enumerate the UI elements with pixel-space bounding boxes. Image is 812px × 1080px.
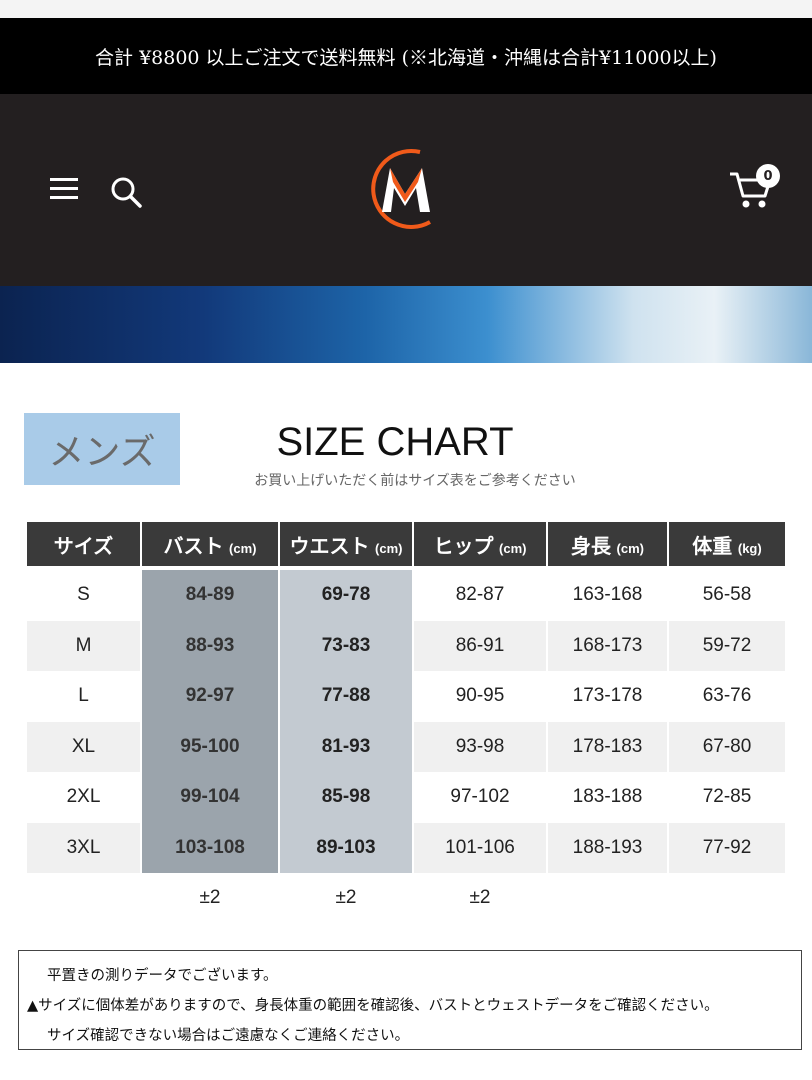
- mens-label: メンズ: [24, 413, 180, 485]
- table-cell: 69-78: [280, 570, 412, 621]
- table-cell: 168-173: [548, 620, 667, 671]
- table-cell: 72-85: [702, 786, 752, 808]
- table-row: L 92-97 77-88 90-95 173-178 63-76: [27, 671, 785, 722]
- logo[interactable]: [360, 144, 450, 234]
- table-cell: 173-178: [572, 685, 643, 707]
- column-header: バスト (cm): [142, 522, 278, 570]
- note-line: サイズ確認できない場合はご遠慮なくご連絡ください。: [47, 1028, 410, 1044]
- table-cell: 92-97: [142, 671, 278, 722]
- size-table: サイズ バスト (cm) ウエスト (cm) ヒップ (cm) 身長 (cm) 体重 (…: [25, 522, 787, 924]
- column-header-unit: (cm): [229, 540, 257, 556]
- table-cell: 88-93: [142, 620, 278, 671]
- column-header-unit: (cm): [616, 540, 644, 556]
- size-chart-subtitle: お買い上げいただく前はサイズ表をご参考ください: [254, 473, 576, 489]
- site-header: 0: [0, 94, 812, 286]
- column-header-name: 身長: [570, 535, 611, 558]
- table-cell: [669, 873, 785, 924]
- table-cell: 183-188: [572, 786, 643, 808]
- top-strip: [0, 0, 812, 18]
- table-row: ±2 ±2 ±2: [27, 873, 785, 924]
- table-cell: 84-89: [142, 570, 278, 621]
- table-cell: 2XL: [66, 786, 101, 808]
- table-cell: S: [77, 584, 90, 606]
- table-cell: 90-95: [455, 685, 505, 707]
- table-cell: 67-80: [669, 721, 785, 772]
- announcement-bar: 合計 ¥8800 以上ご注文で送料無料 (※北海道・沖縄は合計¥11000以上): [0, 18, 812, 94]
- table-cell: 85-98: [280, 772, 412, 823]
- column-header: 身長 (cm): [548, 522, 667, 570]
- table-row: XL 95-100 81-93 93-98 178-183 67-80: [27, 721, 785, 772]
- notes-box: 平置きの測りデータでございます。 ▲サイズに個体差がありますので、身長体重の範囲…: [18, 950, 802, 1050]
- size-chart-title: SIZE CHART: [276, 420, 514, 464]
- menu-button[interactable]: [50, 178, 78, 200]
- table-cell: 3XL: [27, 822, 140, 873]
- table-cell: 89-103: [280, 822, 412, 873]
- table-row: 3XL 103-108 89-103 101-106 188-193 77-92: [27, 822, 785, 873]
- table-cell: ±2: [469, 887, 491, 909]
- table-cell: 188-193: [548, 822, 667, 873]
- table-row: 2XL 99-104 85-98 97-102 183-188 72-85: [27, 772, 785, 823]
- cart-count-badge: 0: [756, 164, 780, 188]
- table-cell: 82-87: [455, 584, 505, 606]
- column-header-name: ヒップ: [433, 535, 494, 558]
- table-cell: ±2: [199, 887, 221, 909]
- wave-banner-image: [0, 286, 812, 363]
- table-cell: 178-183: [548, 721, 667, 772]
- column-header: サイズ: [27, 522, 140, 570]
- table-cell: XL: [27, 721, 140, 772]
- column-header-unit: (cm): [499, 540, 527, 556]
- table-cell: 163-168: [572, 584, 643, 606]
- table-cell: 77-92: [669, 822, 785, 873]
- table-row: M 88-93 73-83 86-91 168-173 59-72: [27, 620, 785, 671]
- table-cell: 56-58: [702, 584, 752, 606]
- table-cell: 99-104: [142, 772, 278, 823]
- table-cell: 77-88: [280, 671, 412, 722]
- table-cell: ±2: [335, 887, 357, 909]
- table-cell: 103-108: [142, 822, 278, 873]
- column-header-name: サイズ: [53, 535, 114, 558]
- column-header-name: ウエスト: [289, 535, 370, 558]
- table-cell: 101-106: [414, 822, 546, 873]
- note-line: ▲サイズに個体差がありますので、身長体重の範囲を確認後、バストとウェストデータを…: [27, 998, 719, 1014]
- table-cell: 86-91: [414, 620, 546, 671]
- column-header: ウエスト (cm): [280, 522, 412, 570]
- search-icon[interactable]: [108, 174, 144, 210]
- table-cell: M: [27, 620, 140, 671]
- table-cell: 63-76: [702, 685, 752, 707]
- table-cell: 59-72: [669, 620, 785, 671]
- table-cell: L: [78, 685, 89, 707]
- column-header-name: バスト: [163, 535, 224, 558]
- column-header-unit: (kg): [737, 540, 762, 556]
- column-header: ヒップ (cm): [414, 522, 546, 570]
- column-header: 体重 (kg): [669, 522, 785, 570]
- table-cell: [548, 873, 667, 924]
- column-header-unit: (cm): [375, 540, 403, 556]
- table-cell: 97-102: [450, 786, 510, 808]
- table-cell: 95-100: [142, 721, 278, 772]
- table-cell: 81-93: [280, 721, 412, 772]
- table-cell: 73-83: [280, 620, 412, 671]
- column-header-name: 体重: [692, 535, 733, 558]
- note-line: 平置きの測りデータでございます。: [47, 968, 278, 984]
- table-cell: [27, 873, 140, 924]
- table-cell: 93-98: [414, 721, 546, 772]
- table-row: S 84-89 69-78 82-87 163-168 56-58: [27, 570, 785, 621]
